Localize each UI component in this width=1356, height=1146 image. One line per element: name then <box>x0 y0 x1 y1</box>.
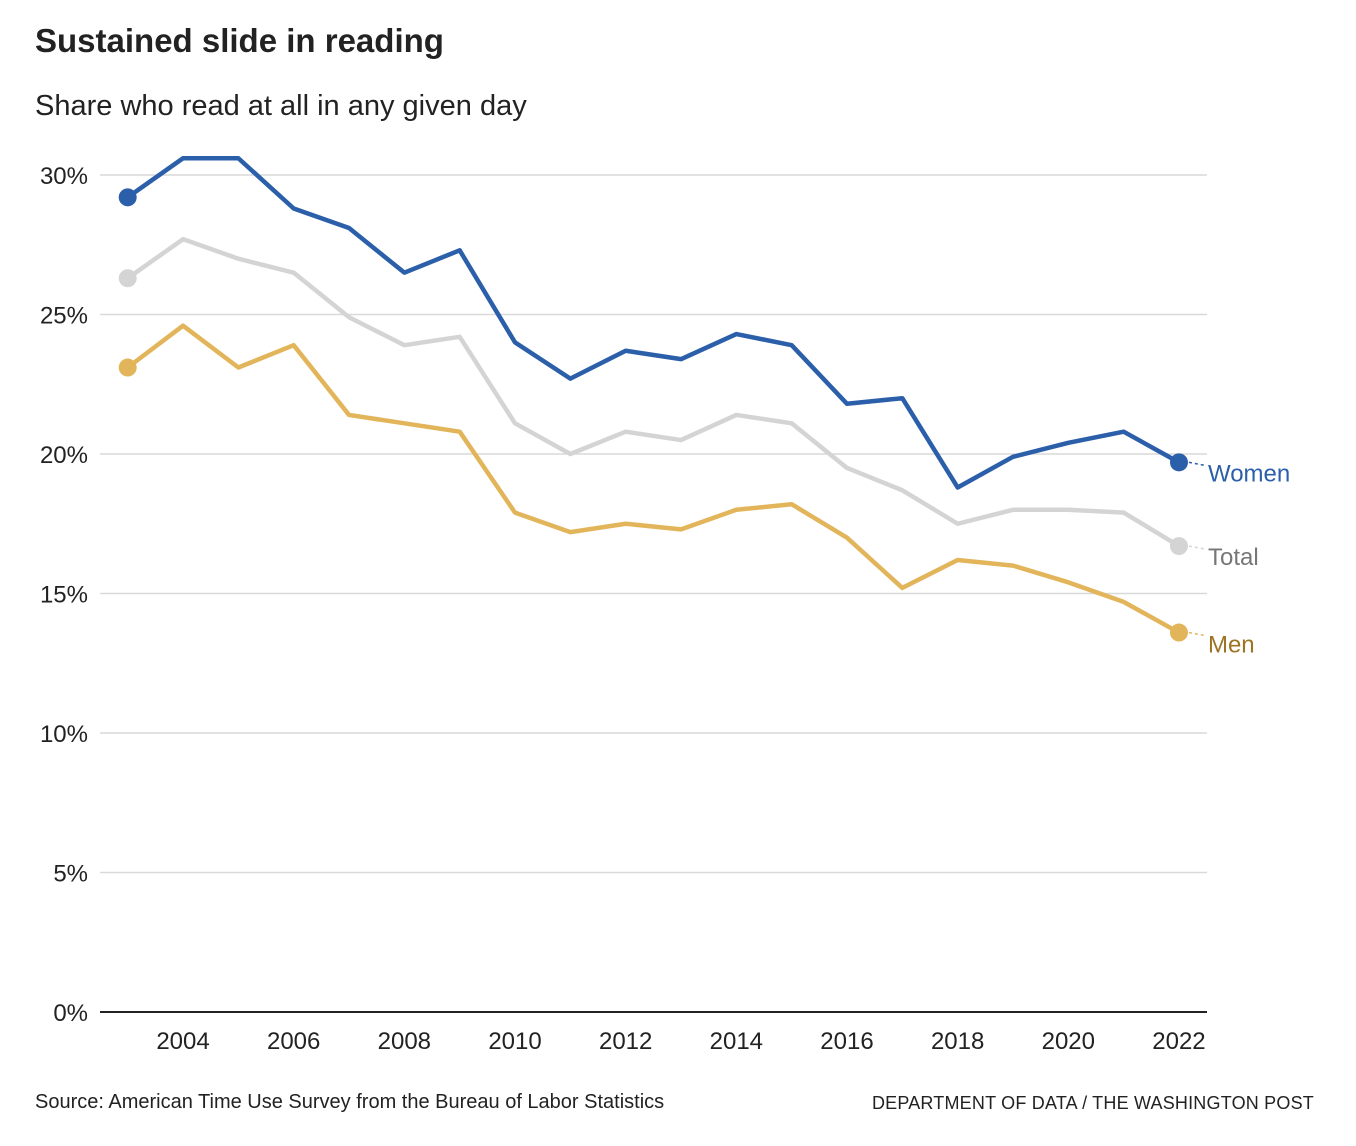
source-note: Source: American Time Use Survey from th… <box>35 1091 665 1113</box>
y-tick-label: 5% <box>53 861 88 888</box>
chart-subtitle: Share who read at all in any given day <box>35 90 527 122</box>
y-tick-label: 30% <box>40 163 88 190</box>
point-start-women <box>118 188 137 207</box>
x-tick-label: 2008 <box>378 1028 431 1055</box>
x-tick-label: 2018 <box>931 1028 984 1055</box>
point-end-total <box>1169 537 1188 556</box>
y-tick-label: 20% <box>40 442 88 469</box>
point-end-women <box>1169 453 1188 472</box>
x-tick-label: 2012 <box>599 1028 652 1055</box>
x-axis-ticks: 2004 2006 2008 2010 2012 2014 2016 2018 2020 2022 <box>156 1028 1205 1055</box>
chart-title: Sustained slide in reading <box>35 22 444 59</box>
series-label-women: Women <box>1208 460 1290 487</box>
x-tick-label: 2022 <box>1152 1028 1205 1055</box>
y-tick-label: 25% <box>40 303 88 330</box>
point-end-men <box>1169 623 1188 642</box>
y-tick-label: 0% <box>53 1000 88 1027</box>
series-labels: Total Men Women <box>1208 460 1290 658</box>
x-tick-label: 2004 <box>156 1028 209 1055</box>
gridlines <box>100 174 1207 1013</box>
y-tick-label: 15% <box>40 582 88 609</box>
x-tick-label: 2014 <box>710 1028 763 1055</box>
line-men <box>125 323 1182 635</box>
series-label-men: Men <box>1208 632 1255 659</box>
leader-men <box>1188 631 1206 637</box>
y-axis-ticks: 0% 5% 10% 15% 20% 25% 30% <box>40 163 88 1027</box>
series-lines <box>118 156 1206 642</box>
x-tick-label: 2016 <box>820 1028 873 1055</box>
leader-women <box>1188 461 1206 467</box>
x-tick-label: 2010 <box>488 1028 541 1055</box>
leader-total <box>1188 545 1206 550</box>
series-label-total: Total <box>1208 544 1259 571</box>
line-total <box>125 236 1182 549</box>
x-tick-label: 2006 <box>267 1028 320 1055</box>
x-tick-label: 2020 <box>1042 1028 1095 1055</box>
credit-line: DEPARTMENT OF DATA / THE WASHINGTON POST <box>871 1093 1314 1113</box>
y-tick-label: 10% <box>40 721 88 748</box>
point-start-men <box>118 358 137 377</box>
point-start-total <box>118 269 137 288</box>
line-women <box>125 156 1182 490</box>
